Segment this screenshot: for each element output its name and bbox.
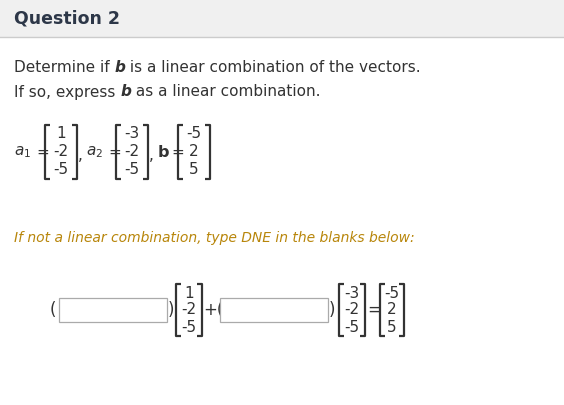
Text: -5: -5 <box>182 320 197 335</box>
Text: ): ) <box>168 301 174 319</box>
Text: -5: -5 <box>345 320 360 335</box>
Text: Determine if: Determine if <box>14 60 114 75</box>
Text: -2: -2 <box>345 303 360 318</box>
Text: =: = <box>367 301 381 319</box>
Text: If so, express: If so, express <box>14 85 120 100</box>
Text: -3: -3 <box>125 126 140 141</box>
Bar <box>0 0 564 37</box>
Text: =: = <box>171 145 184 160</box>
Text: =: = <box>108 145 121 160</box>
Text: 1: 1 <box>184 286 194 301</box>
Text: If not a linear combination, type DNE in the blanks below:: If not a linear combination, type DNE in… <box>14 231 415 245</box>
Text: -5: -5 <box>125 162 139 177</box>
Text: 5: 5 <box>189 162 199 177</box>
Text: -2: -2 <box>125 145 139 160</box>
Bar <box>59 298 167 322</box>
Text: -3: -3 <box>345 286 360 301</box>
Text: b: b <box>120 85 131 100</box>
Text: -2: -2 <box>182 303 197 318</box>
Text: 5: 5 <box>387 320 397 335</box>
Text: -2: -2 <box>54 145 69 160</box>
Text: 2: 2 <box>387 303 397 318</box>
Text: -5: -5 <box>187 126 201 141</box>
Text: as a linear combination.: as a linear combination. <box>131 85 320 100</box>
Bar <box>220 298 328 322</box>
Text: is a linear combination of the vectors.: is a linear combination of the vectors. <box>125 60 421 75</box>
Text: (: ( <box>50 301 56 319</box>
Text: +(: +( <box>203 301 223 319</box>
Text: $a_2$: $a_2$ <box>86 144 103 160</box>
Text: $\mathbf{b}$: $\mathbf{b}$ <box>157 144 170 160</box>
Text: -5: -5 <box>54 162 69 177</box>
Text: ,: , <box>149 147 154 162</box>
Text: Question 2: Question 2 <box>14 9 120 28</box>
Text: b: b <box>114 60 125 75</box>
Text: 2: 2 <box>189 145 199 160</box>
Text: 1: 1 <box>56 126 66 141</box>
Text: =: = <box>36 145 49 160</box>
Text: $a_1$: $a_1$ <box>14 144 31 160</box>
Text: ,: , <box>78 147 83 162</box>
Text: ): ) <box>329 301 336 319</box>
Text: -5: -5 <box>385 286 399 301</box>
